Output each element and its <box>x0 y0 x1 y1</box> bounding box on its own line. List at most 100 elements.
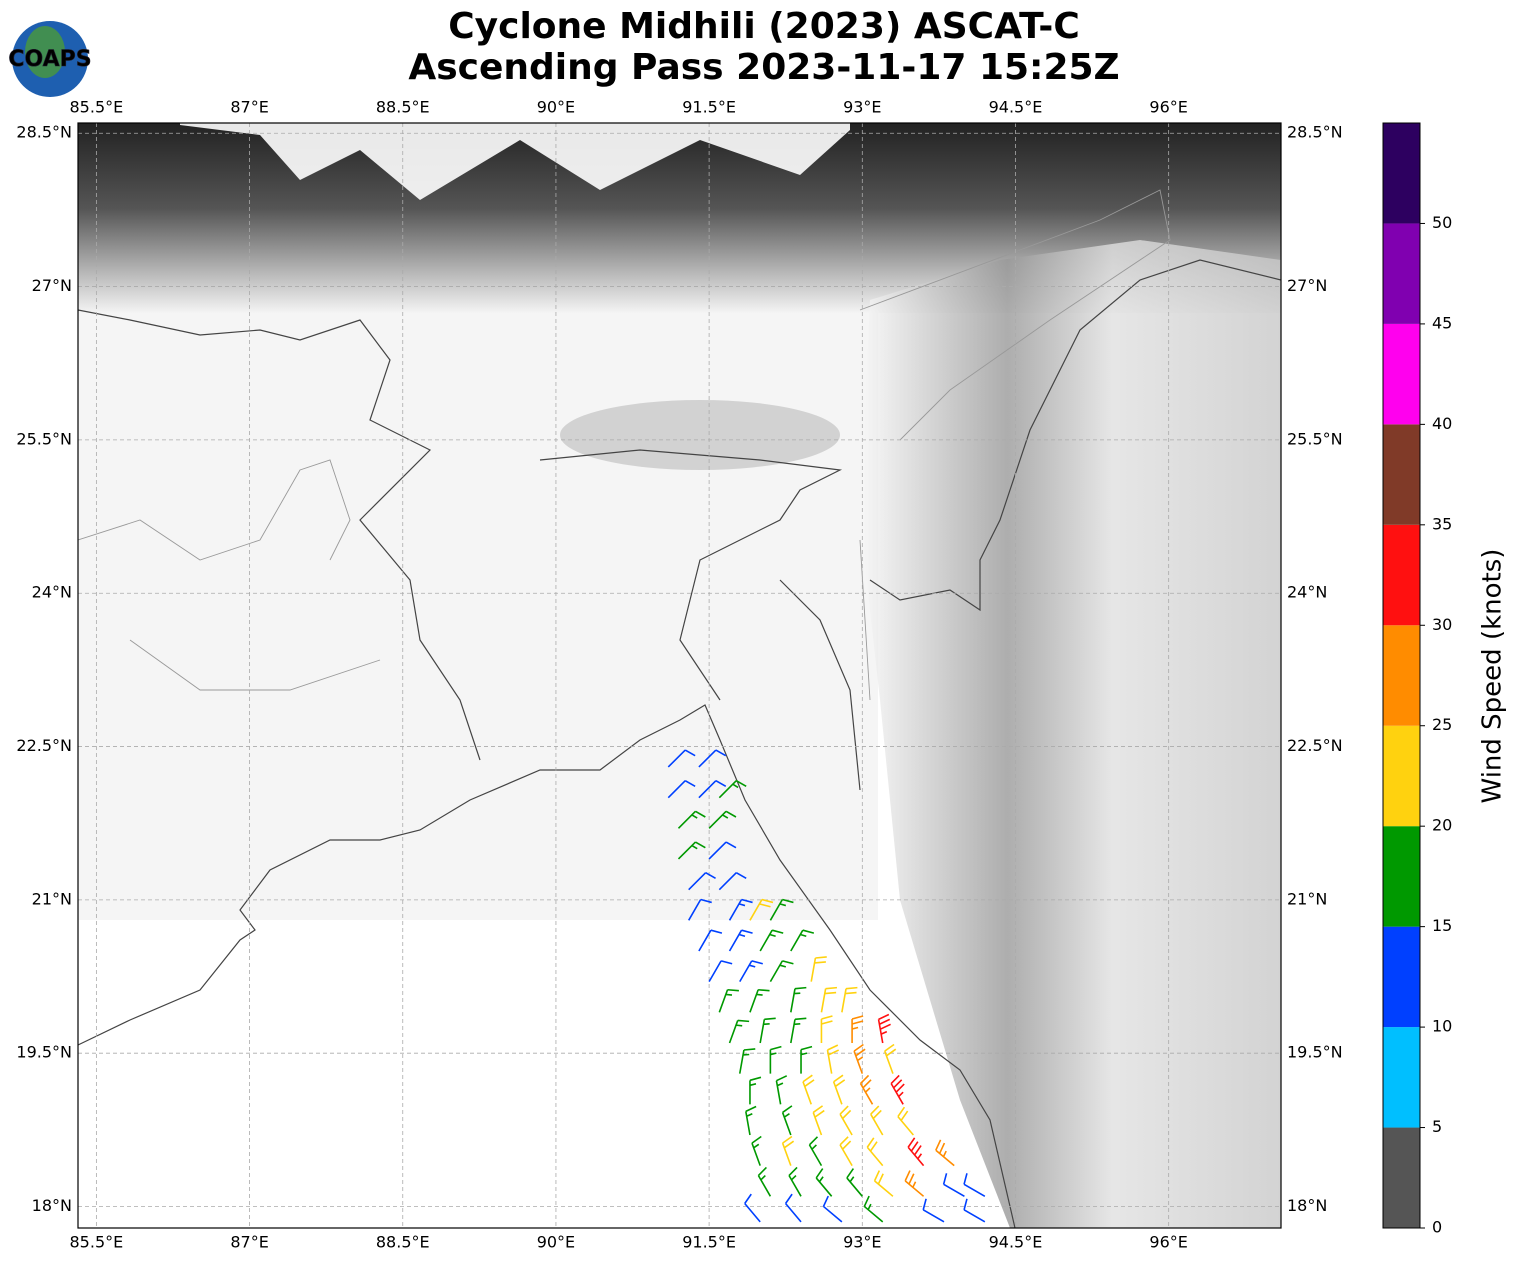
colorbar-tick-label: 50 <box>1432 213 1452 232</box>
y-tick-label-right: 25.5°N <box>1287 429 1343 448</box>
wind-barb <box>728 898 753 921</box>
wind-barb <box>749 988 770 1013</box>
wind-barb <box>667 779 696 799</box>
wind-barb <box>788 1166 802 1197</box>
wind-barb <box>749 898 774 921</box>
wind-barb <box>963 1173 986 1198</box>
x-tick-label-bottom: 85.5°E <box>70 1233 124 1252</box>
wind-barb <box>769 960 794 983</box>
wind-barb <box>808 1136 823 1167</box>
wind-barb <box>822 1195 843 1223</box>
wind-barb <box>853 1043 866 1074</box>
wind-barb <box>935 1139 955 1167</box>
y-tick-label-left: 19.5°N <box>16 1043 72 1062</box>
x-tick-label-bottom: 94.5°E <box>989 1233 1043 1252</box>
wind-barb <box>810 956 827 982</box>
colorbar-segment <box>1383 223 1420 324</box>
wind-barb <box>667 749 696 768</box>
y-tick-label-left: 25.5°N <box>16 429 72 448</box>
x-tick-label-bottom: 90°E <box>537 1233 575 1252</box>
wind-barb <box>877 1013 891 1044</box>
wind-barb <box>790 986 807 1013</box>
wind-barb <box>759 929 784 952</box>
colorbar-tick-label: 10 <box>1432 1017 1452 1036</box>
x-tick-label-top: 88.5°E <box>376 98 430 117</box>
wind-barb <box>749 1076 762 1105</box>
wind-barb <box>698 779 727 799</box>
wind-barb <box>839 1136 853 1167</box>
wind-barb <box>718 871 747 891</box>
colorbar-tick-label: 5 <box>1432 1117 1442 1136</box>
wind-barb <box>826 1044 840 1074</box>
wind-barb <box>781 1105 793 1136</box>
colorbar-segment <box>1383 323 1420 425</box>
wind-barb <box>832 1074 846 1105</box>
colorbar-segment <box>1383 625 1420 726</box>
wind-barb <box>839 1105 853 1136</box>
wind-barb <box>718 779 747 799</box>
colorbar-tick-label: 35 <box>1432 514 1452 533</box>
colorbar-segment <box>1383 926 1420 1028</box>
wind-barb <box>859 1074 874 1105</box>
y-tick-label-right: 28.5°N <box>1287 123 1343 142</box>
x-tick-label-top: 93°E <box>843 98 881 117</box>
x-tick-label-top: 91.5°E <box>682 98 736 117</box>
colorbar-segment <box>1383 524 1420 626</box>
y-tick-label-right: 24°N <box>1287 583 1327 602</box>
wind-barb <box>718 988 739 1013</box>
map-frame <box>77 122 1282 1229</box>
wind-barb <box>688 871 716 891</box>
wind-barb <box>800 1045 813 1074</box>
wind-barb <box>757 1166 772 1197</box>
x-tick-label-bottom: 93°E <box>843 1233 881 1252</box>
wind-barb <box>820 1015 833 1043</box>
colorbar-tick-label: 15 <box>1432 916 1452 935</box>
y-tick-label-right: 21°N <box>1287 889 1327 908</box>
x-tick-label-top: 87°E <box>230 98 268 117</box>
wind-barb <box>790 1017 807 1044</box>
colorbar-label: Wind Speed (knots) <box>1478 549 1508 804</box>
state-border <box>78 189 1171 701</box>
wind-barb <box>790 929 815 952</box>
colorbar-tick-label: 20 <box>1432 816 1452 835</box>
wind-barb <box>846 1168 863 1197</box>
wind-barb <box>751 1135 762 1166</box>
y-tick-label-right: 27°N <box>1287 276 1327 295</box>
terrain <box>78 123 1281 1228</box>
colorbar: 0 5 10 15 20 25 30 35 40 45 50 <box>1382 122 1452 1237</box>
wind-barb <box>784 1193 802 1223</box>
x-tick-label-top: 94.5°E <box>989 98 1043 117</box>
x-tick-label-bottom: 88.5°E <box>376 1233 430 1252</box>
wind-barb <box>728 1019 750 1044</box>
colorbar-segment <box>1383 424 1420 525</box>
wind-barb <box>866 1137 884 1167</box>
colorbar-tick-label: 25 <box>1432 715 1452 734</box>
wind-barb <box>963 1198 986 1223</box>
colorbar-tick-label: 30 <box>1432 615 1452 634</box>
colorbar-tick-label: 45 <box>1432 313 1452 332</box>
wind-barb <box>739 960 763 983</box>
wind-barb <box>812 1105 825 1136</box>
border <box>78 259 1281 791</box>
wind-barbs <box>667 749 986 1223</box>
wind-barb <box>687 898 712 921</box>
wind-barb <box>815 1168 833 1197</box>
wind-barb <box>738 1048 756 1074</box>
x-tick-label-top: 90°E <box>537 98 575 117</box>
wind-barb <box>708 810 737 829</box>
wind-barb <box>677 810 706 829</box>
wind-barb <box>698 929 723 952</box>
colorbar-tick-label: 40 <box>1432 414 1452 433</box>
wind-barb <box>890 1074 905 1105</box>
y-tick-label-left: 21°N <box>32 889 72 908</box>
wind-barb <box>769 1045 782 1074</box>
logo-land <box>25 26 65 78</box>
logo-text: COAPS <box>8 47 91 72</box>
wind-barb <box>863 1195 884 1223</box>
y-tick-label-right: 22.5°N <box>1287 736 1343 755</box>
wind-barb <box>820 986 838 1013</box>
wind-barb <box>781 1135 795 1166</box>
wind-barb <box>841 986 858 1013</box>
y-tick-label-left: 28.5°N <box>16 123 72 142</box>
